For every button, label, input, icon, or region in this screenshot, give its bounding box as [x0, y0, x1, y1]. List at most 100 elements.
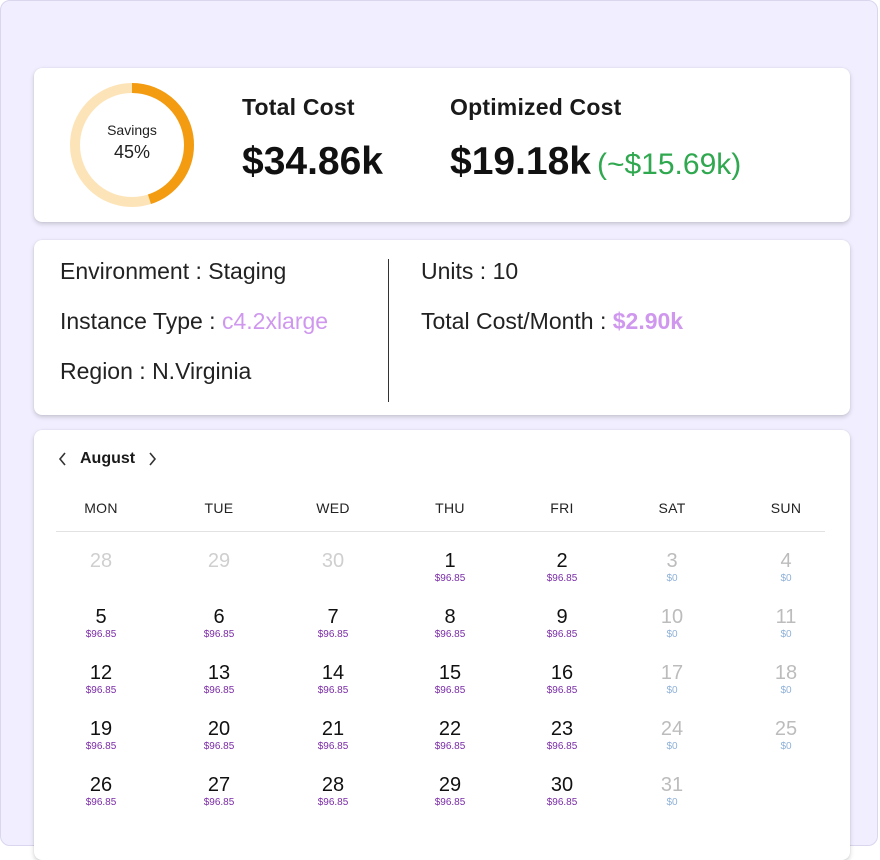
savings-ring-fill: [70, 83, 194, 207]
day-number: 14: [321, 662, 345, 684]
calendar-day[interactable]: 21 $96.85: [288, 717, 378, 752]
day-number: 17: [660, 662, 684, 684]
day-number: 29: [438, 774, 462, 796]
calendar-day[interactable]: 5 $96.85: [56, 605, 146, 640]
calendar-day[interactable]: 20 $96.85: [174, 717, 264, 752]
weekday-fri: FRI: [550, 500, 574, 516]
calendar-day[interactable]: 14 $96.85: [288, 661, 378, 696]
day-number: 28: [321, 774, 345, 796]
calendar-day[interactable]: 11 $0: [741, 605, 831, 640]
calendar-day[interactable]: 31 $0: [627, 773, 717, 808]
day-number: 18: [774, 662, 798, 684]
month-navigator: August: [54, 447, 161, 471]
calendar-day[interactable]: 9 $96.85: [517, 605, 607, 640]
next-month-button[interactable]: [143, 447, 161, 471]
day-cost: $96.85: [546, 685, 578, 696]
day-cost: $96.85: [317, 685, 349, 696]
calendar-day[interactable]: 19 $96.85: [56, 717, 146, 752]
day-number: 7: [327, 606, 339, 628]
day-cost: $96.85: [203, 741, 235, 752]
day-cost: $96.85: [546, 741, 578, 752]
calendar-day[interactable]: 16 $96.85: [517, 661, 607, 696]
calendar-day[interactable]: 15 $96.85: [405, 661, 495, 696]
calendar-day[interactable]: 29 $96.85: [405, 773, 495, 808]
calendar-day[interactable]: 6 $96.85: [174, 605, 264, 640]
day-number: 16: [550, 662, 574, 684]
calendar-day[interactable]: 26 $96.85: [56, 773, 146, 808]
calendar-day[interactable]: 10 $0: [627, 605, 717, 640]
total-cost-label: Total Cost: [242, 94, 355, 120]
calendar-day[interactable]: 17 $0: [627, 661, 717, 696]
calendar-day[interactable]: 28 $96.85: [288, 773, 378, 808]
day-cost: $96.85: [85, 629, 117, 640]
day-cost: $96.85: [546, 797, 578, 808]
calendar-day[interactable]: 13 $96.85: [174, 661, 264, 696]
calendar-day[interactable]: 12 $96.85: [56, 661, 146, 696]
day-cost: $96.85: [434, 685, 466, 696]
savings-label: Savings: [107, 121, 157, 138]
calendar-day[interactable]: 25 $0: [741, 717, 831, 752]
calendar-day[interactable]: 24 $0: [627, 717, 717, 752]
day-number: 4: [780, 550, 792, 572]
calendar-header-divider: [56, 531, 825, 532]
day-cost: $96.85: [434, 741, 466, 752]
calendar-day[interactable]: 3 $0: [627, 549, 717, 584]
total-cost-month-value: $2.90k: [612, 308, 684, 334]
calendar-day[interactable]: 22 $96.85: [405, 717, 495, 752]
day-number: 21: [321, 718, 345, 740]
day-cost: $96.85: [317, 797, 349, 808]
savings-center: Savings 45%: [68, 81, 196, 209]
environment-label: Environment :: [60, 258, 209, 284]
day-cost: $0: [666, 797, 678, 808]
calendar-day[interactable]: 30 $96.85: [517, 773, 607, 808]
instance-details-card: Environment : Staging Instance Type : c4…: [34, 240, 850, 415]
instance-type-row: Instance Type : c4.2xlarge: [60, 307, 328, 357]
day-number: 22: [438, 718, 462, 740]
environment-value: Staging: [208, 258, 287, 284]
optimized-cost-row: $19.18k (~$15.69k): [450, 140, 741, 184]
day-cost: $96.85: [434, 797, 466, 808]
day-number: 26: [89, 774, 113, 796]
day-number: 10: [660, 606, 684, 628]
units-row: Units : 10: [421, 257, 683, 307]
total-cost-value: $34.86k: [242, 140, 383, 183]
calendar-grid: 28 29 30 1 $96.85 2 $96.85 3 $0 4 $0 5 $96.85 6 $96.85…: [34, 430, 850, 860]
chevron-right-icon: [149, 452, 157, 466]
day-cost: $96.85: [203, 797, 235, 808]
day-cost: $0: [780, 629, 792, 640]
day-cost: $96.85: [546, 573, 578, 584]
day-cost: $0: [666, 573, 678, 584]
calendar-day[interactable]: 28: [56, 549, 146, 573]
calendar-day[interactable]: 30: [288, 549, 378, 573]
details-right-column: Units : 10 Total Cost/Month : $2.90k: [421, 257, 683, 357]
previous-month-button[interactable]: [54, 447, 72, 471]
calendar-day[interactable]: 27 $96.85: [174, 773, 264, 808]
optimized-cost-metric: Optimized Cost $19.18k (~$15.69k): [450, 94, 741, 184]
weekday-sat: SAT: [658, 500, 686, 516]
day-number: 5: [95, 606, 107, 628]
calendar-day[interactable]: 2 $96.85: [517, 549, 607, 584]
savings-percent: 45%: [113, 141, 151, 162]
day-cost: $96.85: [203, 629, 235, 640]
day-number: 30: [550, 774, 574, 796]
day-number: 24: [660, 718, 684, 740]
calendar-day[interactable]: 23 $96.85: [517, 717, 607, 752]
calendar-day[interactable]: 4 $0: [741, 549, 831, 584]
calendar-day[interactable]: 1 $96.85: [405, 549, 495, 584]
calendar-day[interactable]: 29: [174, 549, 264, 573]
calendar-day[interactable]: 8 $96.85: [405, 605, 495, 640]
day-cost: $96.85: [546, 629, 578, 640]
day-cost: $96.85: [85, 685, 117, 696]
calendar-day[interactable]: 7 $96.85: [288, 605, 378, 640]
day-number: 30: [321, 550, 345, 572]
day-number: 27: [207, 774, 231, 796]
region-value: N.Virginia: [152, 358, 252, 384]
total-cost-month-row: Total Cost/Month : $2.90k: [421, 307, 683, 357]
day-cost: $0: [666, 685, 678, 696]
day-number: 1: [444, 550, 456, 572]
calendar-day[interactable]: 18 $0: [741, 661, 831, 696]
day-cost: $96.85: [203, 685, 235, 696]
day-cost: $0: [780, 573, 792, 584]
optimized-saving: (~$15.69k): [596, 148, 742, 181]
